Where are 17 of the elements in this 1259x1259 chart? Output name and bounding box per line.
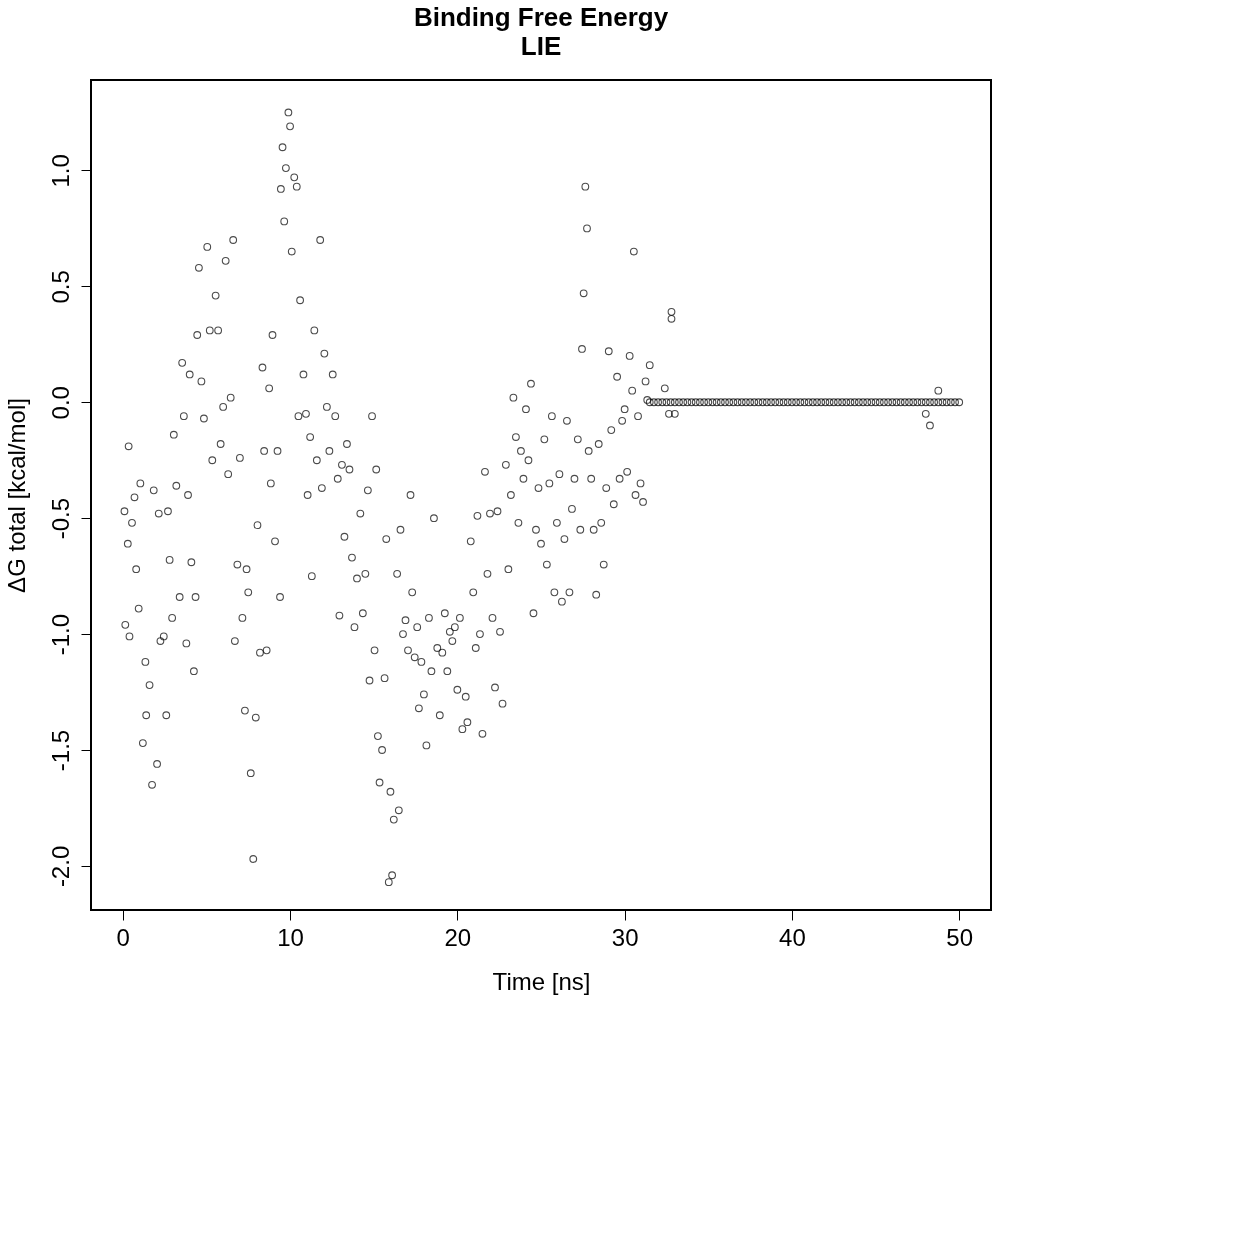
y-tick-label: 0.0 — [46, 386, 74, 420]
y-tick-label: -1.5 — [46, 729, 74, 772]
x-tick-label: 20 — [444, 923, 472, 951]
y-tick-label: -1.0 — [46, 613, 74, 656]
x-tick-label: 0 — [116, 923, 130, 951]
x-tick-label: 50 — [946, 923, 974, 951]
y-tick-label: -0.5 — [46, 498, 74, 540]
y-tick-label: 1.0 — [46, 154, 74, 188]
x-tick-label: 10 — [277, 923, 304, 951]
x-tick-label: 30 — [611, 923, 639, 951]
x-axis-title: Time [ns] — [492, 967, 591, 995]
x-tick-label: 40 — [779, 923, 806, 951]
chart-title: Binding Free Energy — [413, 2, 669, 32]
y-tick-label: 0.5 — [46, 270, 74, 304]
y-tick-label: -2.0 — [46, 845, 74, 888]
chart-subtitle: LIE — [520, 31, 562, 61]
y-axis-title: ΔG total [kcal/mol] — [2, 398, 30, 593]
